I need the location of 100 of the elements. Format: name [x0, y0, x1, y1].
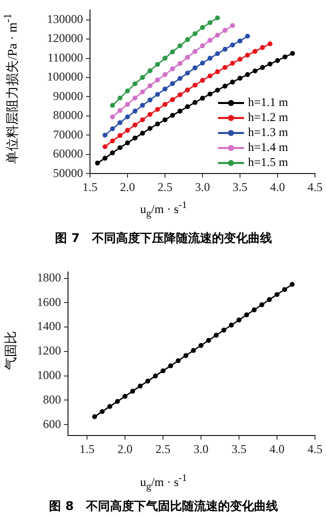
point — [152, 374, 158, 378]
y-tick-label: 90000 — [53, 88, 83, 103]
point — [230, 42, 235, 48]
point — [140, 75, 145, 80]
y-tick-label: 100000 — [47, 70, 83, 84]
point — [122, 394, 128, 399]
x-tick-label: 2.5 — [158, 180, 172, 194]
point — [118, 133, 122, 138]
point — [222, 46, 228, 52]
point — [215, 69, 220, 74]
point — [130, 388, 136, 394]
y-tick-label: 50000 — [53, 166, 83, 180]
legend-label: h=1.3 m — [248, 125, 288, 140]
point — [170, 112, 175, 118]
point — [155, 78, 160, 82]
legend-label: h=1.1 m — [248, 95, 288, 110]
point — [185, 54, 190, 60]
point — [107, 404, 112, 409]
point — [185, 37, 190, 42]
point — [178, 92, 182, 98]
point — [245, 72, 250, 78]
point — [214, 332, 219, 338]
point — [252, 68, 258, 74]
point — [148, 68, 152, 74]
point — [132, 108, 138, 114]
y-tick-label: 1000 — [37, 368, 61, 382]
point — [222, 28, 228, 33]
x-tick-label: 2.0 — [120, 180, 135, 194]
point — [222, 84, 228, 89]
point — [125, 140, 130, 146]
point — [170, 81, 175, 86]
point — [145, 378, 150, 384]
y-tick-label: 80000 — [53, 108, 83, 122]
point — [230, 23, 235, 28]
point — [183, 353, 188, 358]
point — [200, 43, 205, 48]
point — [140, 89, 145, 94]
point — [290, 51, 295, 56]
point — [200, 25, 205, 30]
point — [274, 292, 280, 297]
y-tick-label: 60000 — [53, 146, 83, 161]
y-tick-label: 120000 — [47, 31, 83, 46]
y-tick-label: 1200 — [37, 344, 61, 358]
point — [238, 76, 242, 81]
point — [282, 54, 288, 60]
point — [132, 136, 138, 140]
point — [208, 20, 212, 26]
point — [290, 282, 295, 287]
point — [185, 70, 190, 76]
point — [268, 41, 272, 46]
point — [102, 156, 108, 161]
y-tick-label: 70000 — [53, 127, 83, 142]
point — [252, 307, 257, 312]
y-tick-label: 1800 — [37, 270, 61, 284]
point — [170, 49, 175, 54]
point — [148, 98, 152, 102]
point — [140, 102, 145, 108]
point — [168, 363, 174, 368]
point — [110, 126, 115, 132]
legend-label: h=1.5 m — [248, 155, 288, 170]
point — [208, 56, 212, 61]
point — [118, 120, 122, 126]
point — [125, 114, 130, 120]
point — [221, 328, 226, 333]
x-tick-label: 3.5 — [232, 180, 248, 194]
point — [100, 409, 105, 414]
point — [215, 15, 220, 20]
point — [238, 38, 242, 44]
point — [160, 368, 166, 374]
legend-label: h=1.2 m — [248, 110, 288, 125]
point — [132, 96, 138, 100]
x-tick-label: 4.5 — [308, 442, 322, 456]
point — [155, 106, 160, 112]
point — [148, 112, 152, 117]
point — [215, 51, 220, 56]
point — [118, 96, 122, 100]
point — [215, 88, 220, 93]
text: 图 8 不同高度下气固比随流速的变化曲线 — [48, 498, 279, 515]
point — [178, 108, 182, 114]
point — [260, 65, 265, 70]
x-tick-label: 4.0 — [270, 180, 285, 194]
x-tick-label: 1.5 — [80, 442, 94, 456]
point — [170, 66, 175, 72]
point — [236, 318, 242, 322]
point — [162, 117, 168, 122]
point — [228, 322, 234, 328]
point — [162, 102, 168, 107]
point — [244, 312, 250, 318]
point — [259, 302, 264, 308]
point — [185, 88, 190, 92]
point — [192, 100, 198, 105]
point — [162, 56, 168, 61]
point — [198, 343, 204, 348]
point — [208, 38, 212, 43]
point — [282, 287, 288, 292]
y-tick-label: 1400 — [37, 319, 61, 334]
x-tick-label: 4.0 — [270, 442, 284, 456]
point — [132, 122, 138, 128]
x-tick-label: 3.0 — [195, 180, 210, 194]
point — [192, 31, 198, 36]
